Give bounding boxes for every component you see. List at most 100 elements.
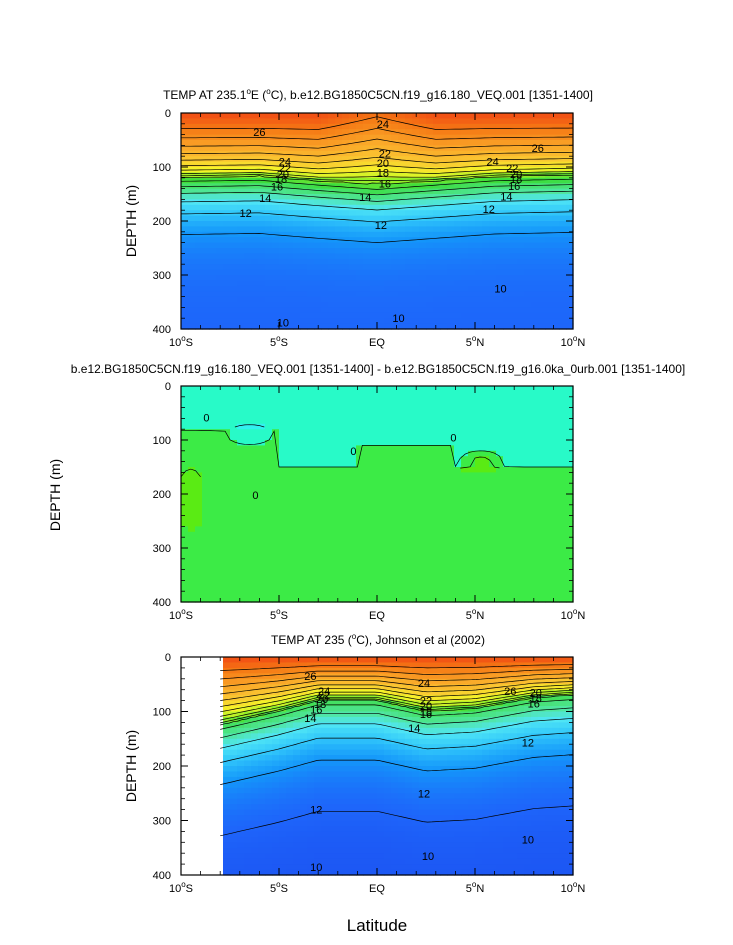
panel-3-xtick-label: 5oN xyxy=(466,880,485,895)
panel-1-contour-label: 22 xyxy=(506,163,518,175)
panel-2-contour-label: 0 xyxy=(203,412,209,424)
panel-3-contour-label: 10 xyxy=(522,835,534,847)
panel-3: TEMP AT 235 (oC), Johnson et al (2002) 1… xyxy=(123,632,585,895)
panel-3-contour-label: 18 xyxy=(530,693,542,705)
panel-1-ytick-label: 100 xyxy=(153,162,171,174)
panel-3-contour-label: 10 xyxy=(422,851,434,863)
panel-1-ytick-label: 0 xyxy=(165,108,171,120)
panel-3-contour-label: 20 xyxy=(420,701,432,713)
panel-1-contour-label: 10 xyxy=(392,313,404,325)
panel-3-ytick-label: 100 xyxy=(153,707,171,719)
panel-1-ytick-label: 400 xyxy=(153,324,171,336)
panel-2-title: b.e12.BG1850C5CN.f19_g16.180_VEQ.001 [13… xyxy=(71,362,685,376)
x-axis-label: Latitude xyxy=(347,916,408,935)
panel-2-ytick-label: 400 xyxy=(153,597,171,609)
panel-3-contour-label: 14 xyxy=(408,723,420,735)
panel-3-contour-label: 16 xyxy=(310,704,322,716)
panel-3-xtick-label: 10oN xyxy=(561,880,586,895)
panel-1-contour-label: 18 xyxy=(275,174,287,186)
panel-3-ytick-label: 200 xyxy=(153,761,171,773)
panel-1-ytick-label: 200 xyxy=(153,216,171,228)
panel-3-ytick-label: 0 xyxy=(165,652,171,664)
panel-3-ytick-label: 300 xyxy=(153,816,171,828)
panel-3-contour-label: 24 xyxy=(318,686,330,698)
panel-1-ytick-label: 300 xyxy=(153,270,171,282)
panel-2-xtick-label: 5oN xyxy=(466,607,485,622)
panel-3-contour-label: 12 xyxy=(418,788,430,800)
panel-3-contour-lines xyxy=(220,664,574,837)
panel-1-contour-label: 22 xyxy=(279,163,291,175)
shared-ylabel: DEPTH (m) xyxy=(47,459,63,531)
panel-3-contour-label: 24 xyxy=(418,678,430,690)
panel-1-xtick-label: 10oS xyxy=(169,334,193,349)
panel-1-contour-label: 10 xyxy=(277,318,289,330)
panel-2-ytick-label: 300 xyxy=(153,543,171,555)
panel-3-contour-label: 20 xyxy=(530,687,542,699)
panel-3-contour-label: 12 xyxy=(310,805,322,817)
panel-1-xtick-label: EQ xyxy=(369,337,385,349)
panel-1-contour-label: 24 xyxy=(487,157,499,169)
panel-1-contour-label: 18 xyxy=(510,174,522,186)
panel-2-ytick-label: 0 xyxy=(165,381,171,393)
panel-1-contour-label: 16 xyxy=(508,181,520,193)
panel-3-contour-label: 26 xyxy=(304,671,316,683)
panel-1-contour-label: 16 xyxy=(271,181,283,193)
panel-1-title: TEMP AT 235.1oE (oC), b.e12.BG1850C5CN.f… xyxy=(163,87,593,102)
panel-3-xtick-label: 10oS xyxy=(169,880,193,895)
panel-2-contour-label: 0 xyxy=(350,446,356,458)
panel-1-contour-label: 12 xyxy=(375,220,387,232)
panel-1-contour-label: 18 xyxy=(377,167,389,179)
panel-1-contour-label: 26 xyxy=(532,143,544,155)
panel-1-contour-label: 20 xyxy=(277,169,289,181)
panel-3-title: TEMP AT 235 (oC), Johnson et al (2002) xyxy=(271,632,485,647)
panel-1-contour-label: 20 xyxy=(510,169,522,181)
panel-3-contour-label: 18 xyxy=(420,707,432,719)
panel-1-shaded-field xyxy=(181,113,574,330)
panel-1-contour-label: 10 xyxy=(494,284,506,296)
panel-2-xtick-label: 10oS xyxy=(169,607,193,622)
panel-3-xtick-label: EQ xyxy=(369,883,385,895)
panel-3-contour-label: 10 xyxy=(310,862,322,874)
panel-1-contour-label: 20 xyxy=(377,158,389,170)
panel-3-contour-label: 20 xyxy=(316,694,328,706)
panel-1-contour-label: 16 xyxy=(379,179,391,191)
panel-1-ylabel: DEPTH (m) xyxy=(123,185,139,257)
panel-1-plot-area: 10oS5oSEQ5oN10oN010020030040026242622242… xyxy=(153,108,586,349)
panel-3-ylabel: DEPTH (m) xyxy=(123,730,139,802)
panel-2-xtick-label: EQ xyxy=(369,610,385,622)
panel-1-contour-label: 24 xyxy=(279,157,291,169)
panel-2-plot-area: 10oS 5oS EQ 5oN 10oN 0 100 200 300 400 0 0 0 0 xyxy=(153,381,586,622)
panel-3-ytick-label: 400 xyxy=(153,870,171,882)
panel-1-contour-label: 14 xyxy=(259,193,271,205)
panel-1-contour-lines xyxy=(180,116,574,243)
panel-1-contour-label: 14 xyxy=(359,192,371,204)
panel-3-contour-label: 18 xyxy=(314,699,326,711)
panel-3-contour-label: 12 xyxy=(522,738,534,750)
panel-1-contour-label: 24 xyxy=(377,119,389,131)
panel-3-contour-label: 22 xyxy=(420,696,432,708)
panel-2: b.e12.BG1850C5CN.f19_g16.180_VEQ.001 [13… xyxy=(71,362,685,622)
panel-1-xtick-label: 10oN xyxy=(561,334,586,349)
panel-1-contour-label: 22 xyxy=(379,149,391,161)
panel-2-xtick-label: 10oN xyxy=(561,607,586,622)
panel-1-contour-label: 12 xyxy=(240,208,252,220)
panel-2-xtick-label: 5oS xyxy=(270,607,288,622)
panel-1-contour-label: 26 xyxy=(253,127,265,139)
panel-3-contour-label: 16 xyxy=(528,698,540,710)
panel-3-contour-label: 16 xyxy=(420,709,432,721)
panel-2-ytick-label: 200 xyxy=(153,489,171,501)
panel-1: TEMP AT 235.1oE (oC), b.e12.BG1850C5CN.f… xyxy=(123,87,593,349)
panel-3-plot-area: 10oS5oSEQ5oN10oN010020030040026242624222… xyxy=(153,652,586,895)
panel-1-xtick-label: 5oN xyxy=(466,334,485,349)
panel-2-contour-label: 0 xyxy=(450,432,456,444)
panel-3-contour-label: 26 xyxy=(504,686,516,698)
panel-3-xtick-label: 5oS xyxy=(270,880,288,895)
panel-3-contour-label: 14 xyxy=(304,713,316,725)
panel-1-contour-label: 14 xyxy=(500,192,512,204)
panel-2-contour-label: 0 xyxy=(252,490,258,502)
panel-1-xtick-label: 5oS xyxy=(270,334,288,349)
panel-2-shaded-field xyxy=(181,386,574,603)
panel-3-contour-label: 22 xyxy=(318,690,330,702)
panel-1-contour-label: 12 xyxy=(483,204,495,216)
